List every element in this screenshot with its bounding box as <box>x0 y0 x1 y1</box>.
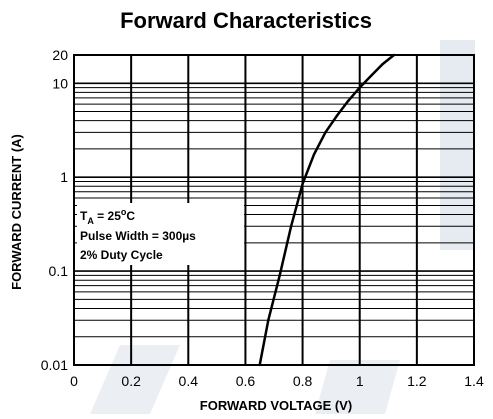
x-tick-label: 0.6 <box>236 373 256 389</box>
y-tick-label: 0.1 <box>49 263 69 279</box>
y-tick-label: 0.01 <box>41 357 68 373</box>
x-tick-label: 0.4 <box>179 373 199 389</box>
tick-labels: 0 0.2 0.4 0.6 0.8 1 1.2 1.4 0.01 0.1 1 10 20 <box>41 47 484 389</box>
plot-area-frame <box>73 54 475 366</box>
x-axis-label: FORWARD VOLTAGE (V) <box>200 398 352 413</box>
duty-cycle-label: 2% Duty Cycle <box>80 248 163 262</box>
curve-point <box>358 86 361 89</box>
curve-point <box>369 74 373 78</box>
temperature-label: TA = 25oC <box>80 207 135 226</box>
y-tick-label: 20 <box>52 47 68 63</box>
x-tick-label: 1.2 <box>407 373 427 389</box>
test-conditions-legend: TA = 25oC Pulse Width = 300µs 2% Duty Cy… <box>77 203 244 265</box>
chart-title: Forward Characteristics <box>120 8 372 33</box>
curve-point <box>312 153 316 156</box>
y-axis-label: FORWARD CURRENT (A) <box>9 134 24 290</box>
pulse-width-label: Pulse Width = 300µs <box>80 229 196 243</box>
y-tick-label: 1 <box>60 169 68 185</box>
curve-point <box>301 182 304 186</box>
curve-point <box>289 225 293 228</box>
x-tick-label: 1.4 <box>464 373 484 389</box>
x-tick-label: 1 <box>356 373 364 389</box>
forward-current-curve <box>258 54 395 366</box>
curve-point <box>381 62 384 66</box>
series-layer <box>258 53 396 367</box>
curve-point <box>324 131 327 134</box>
y-tick-label: 10 <box>52 75 68 91</box>
curve-point <box>278 274 281 277</box>
curve-point <box>335 114 339 118</box>
x-tick-label: 0.2 <box>121 373 141 389</box>
x-tick-label: 0.8 <box>293 373 313 389</box>
curve-point <box>267 318 270 322</box>
legend-background <box>77 203 244 265</box>
x-tick-label: 0 <box>70 373 78 389</box>
curve-point <box>347 99 350 103</box>
